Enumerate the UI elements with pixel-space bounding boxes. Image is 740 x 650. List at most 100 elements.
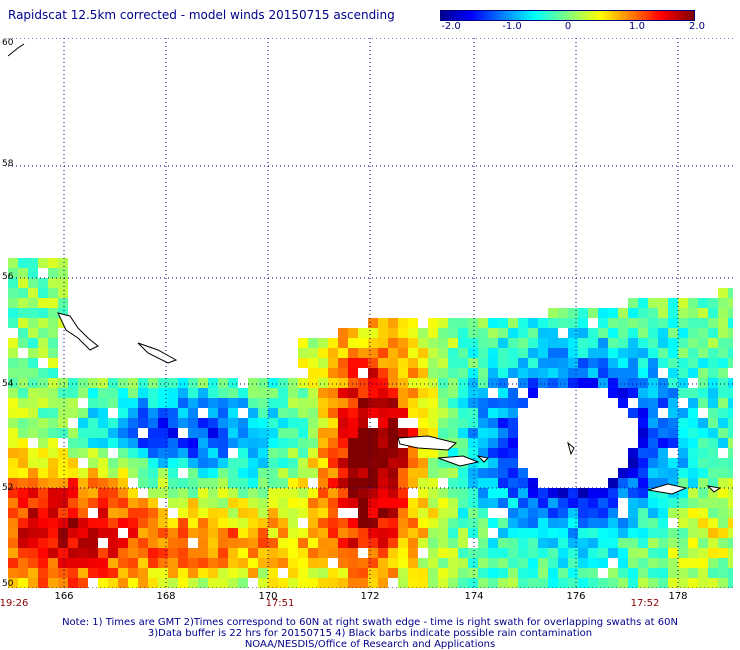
wind-cell [258,408,268,418]
wind-cell [248,488,258,498]
wind-cell [408,358,418,368]
wind-cell [508,448,518,458]
wind-cell [78,488,88,498]
wind-cell [398,548,408,558]
wind-cell [718,578,728,588]
wind-cell [128,378,138,388]
wind-cell [498,318,508,328]
wind-cell [628,458,638,468]
wind-cell [208,418,218,428]
wind-cell [38,288,48,298]
wind-cell [358,358,368,368]
wind-cell [208,438,218,448]
wind-cell [128,408,138,418]
wind-cell [78,508,88,518]
wind-cell [268,388,278,398]
wind-cell [548,308,558,318]
wind-cell [488,318,498,328]
wind-cell [78,438,88,448]
wind-cell [678,548,688,558]
wind-cell [18,578,28,588]
wind-cell [8,578,18,588]
wind-cell [378,538,388,548]
wind-cell [428,578,438,588]
wind-cell [198,468,208,478]
wind-cell [158,388,168,398]
lat-label: 60 [2,38,14,48]
wind-cell [518,318,528,328]
wind-cell [728,408,733,418]
wind-cell [18,428,28,438]
wind-cell [438,518,448,528]
wind-cell [58,388,68,398]
wind-cell [268,508,278,518]
wind-cell [548,558,558,568]
wind-cell [268,458,278,468]
wind-cell [328,418,338,428]
wind-cell [458,558,468,568]
wind-cell [668,358,678,368]
colorbar-tick: -2.0 [441,21,461,32]
wind-cell [358,528,368,538]
wind-cell [88,498,98,508]
wind-cell [508,458,518,468]
wind-cell [98,408,108,418]
wind-cell [18,388,28,398]
wind-cell [678,338,688,348]
wind-cell [348,438,358,448]
wind-cell [608,528,618,538]
wind-cell [628,378,638,388]
wind-cell [328,338,338,348]
wind-cell [308,458,318,468]
wind-cell [608,548,618,558]
wind-cell [138,568,148,578]
wind-cell [408,568,418,578]
wind-cell [688,458,698,468]
wind-cell [418,488,428,498]
wind-cell [478,528,488,538]
wind-cell [548,498,558,508]
wind-cell [528,558,538,568]
wind-cell [598,378,608,388]
wind-cell [428,338,438,348]
wind-cell [28,408,38,418]
wind-cell [528,388,538,398]
wind-cell [658,438,668,448]
wind-cell [288,438,298,448]
wind-cell [308,338,318,348]
wind-cell [428,508,438,518]
wind-cell [398,518,408,528]
wind-cell [348,348,358,358]
wind-cell [638,488,648,498]
wind-cell [308,428,318,438]
wind-cell [648,528,658,538]
wind-cell [348,368,358,378]
wind-cell [578,528,588,538]
wind-cell [148,378,158,388]
wind-cell [28,578,38,588]
wind-cell [8,338,18,348]
wind-cell [678,328,688,338]
wind-cell [338,408,348,418]
wind-cell [88,538,98,548]
wind-cell [718,438,728,448]
wind-cell [278,518,288,528]
wind-cell [68,498,78,508]
wind-cell [28,468,38,478]
wind-cell [348,398,358,408]
wind-cell [578,578,588,588]
wind-cell [348,498,358,508]
wind-cell [618,478,628,488]
wind-cell [318,338,328,348]
wind-cell [158,578,168,588]
wind-cell [398,468,408,478]
wind-cell [668,338,678,348]
wind-cell [718,398,728,408]
wind-cell [348,428,358,438]
wind-cell [618,368,628,378]
wind-cell [478,538,488,548]
wind-cell [148,468,158,478]
wind-cell [158,378,168,388]
wind-cell [338,368,348,378]
wind-cell [538,568,548,578]
